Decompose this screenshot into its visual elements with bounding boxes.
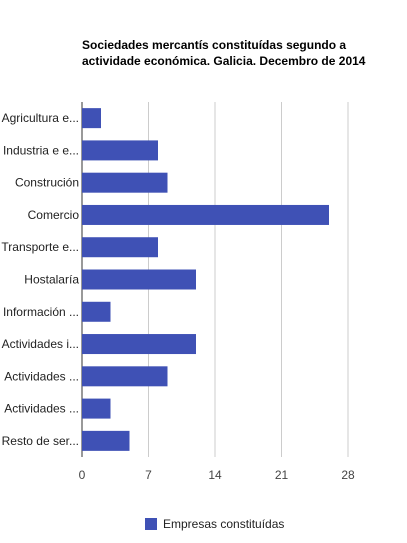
bar[interactable] bbox=[82, 204, 329, 225]
bar[interactable] bbox=[82, 108, 101, 129]
bar[interactable] bbox=[82, 398, 111, 419]
bar[interactable] bbox=[82, 430, 130, 451]
category-label: Hostalaría bbox=[24, 273, 79, 287]
bar[interactable] bbox=[82, 237, 158, 258]
x-tick-label: 28 bbox=[341, 468, 355, 482]
category-label: Actividades ... bbox=[4, 402, 79, 416]
x-tick-label: 0 bbox=[79, 468, 86, 482]
bar[interactable] bbox=[82, 140, 158, 161]
category-label: Comercio bbox=[28, 208, 80, 222]
x-tick-label: 7 bbox=[145, 468, 152, 482]
category-label: Industria e e... bbox=[3, 143, 79, 157]
category-label: Agricultura e... bbox=[2, 111, 79, 125]
chart-title: Sociedades mercantís constituídas segund… bbox=[82, 38, 366, 68]
bar[interactable] bbox=[82, 366, 168, 387]
bar[interactable] bbox=[82, 301, 111, 322]
bar[interactable] bbox=[82, 172, 168, 193]
category-label: Actividades i... bbox=[2, 337, 79, 351]
category-label: Transporte e... bbox=[1, 240, 79, 254]
category-labels: Agricultura e... Industria e e... Construc… bbox=[1, 111, 79, 448]
x-tick-label: 14 bbox=[208, 468, 222, 482]
bar[interactable] bbox=[82, 269, 196, 290]
category-label: Resto de ser... bbox=[2, 434, 79, 448]
category-label: Actividades ... bbox=[4, 369, 79, 383]
x-tick-label: 21 bbox=[275, 468, 289, 482]
bars bbox=[82, 108, 329, 451]
category-label: Información ... bbox=[3, 305, 79, 319]
legend-label: Empresas constituídas bbox=[163, 517, 285, 531]
x-axis-ticks: 0 7 14 21 28 bbox=[79, 468, 355, 482]
legend-swatch bbox=[145, 518, 157, 530]
category-label: Construción bbox=[15, 176, 79, 190]
bar[interactable] bbox=[82, 334, 196, 355]
legend[interactable]: Empresas constituídas bbox=[145, 517, 284, 531]
